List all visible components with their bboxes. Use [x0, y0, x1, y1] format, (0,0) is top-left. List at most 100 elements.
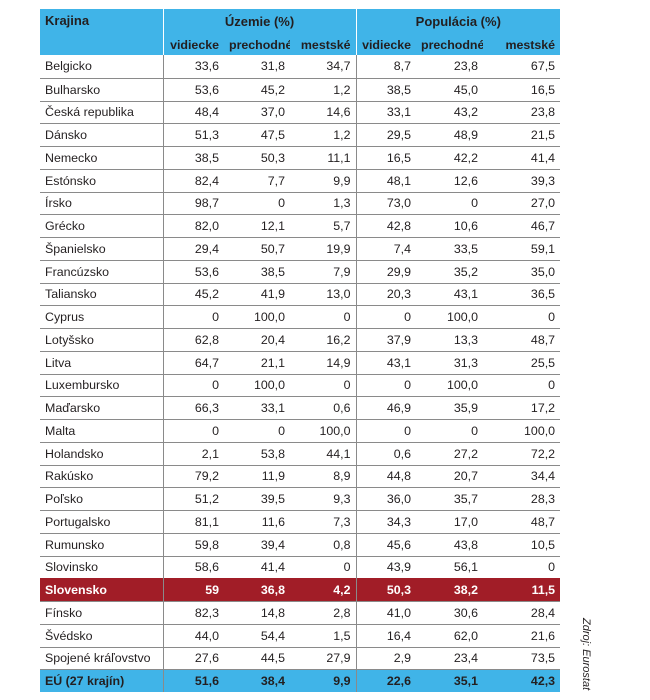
- cell-area-intermediate: 11,6: [224, 510, 290, 534]
- header-area-rural: vidiecke: [162, 34, 224, 55]
- cell-area-rural: 66,3: [162, 396, 224, 420]
- cell-pop-rural: 29,5: [355, 123, 417, 147]
- cell-area-rural: 82,0: [162, 214, 224, 238]
- table-row: Spojené kráľovstvo 27,6 44,5 27,9 2,9 23,4 73,…: [40, 646, 561, 670]
- cell-pop-urban: 48,7: [483, 510, 561, 534]
- cell-country: Bulharsko: [40, 77, 163, 101]
- cell-pop-urban: 21,5: [483, 123, 561, 147]
- cell-pop-urban: 28,3: [483, 487, 561, 511]
- cell-area-intermediate: 50,7: [224, 237, 290, 261]
- cell-area-rural: 27,6: [162, 646, 224, 670]
- cell-pop-intermediate: 43,2: [416, 100, 484, 124]
- cell-area-rural: 98,7: [162, 191, 224, 215]
- cell-country: Luxembursko: [40, 373, 163, 397]
- cell-pop-rural: 36,0: [355, 487, 417, 511]
- cell-pop-urban: 10,5: [483, 532, 561, 556]
- table-row: Portugalsko 81,1 11,6 7,3 34,3 17,0 48,7: [40, 510, 561, 534]
- cell-area-urban: 4,2: [290, 578, 357, 602]
- cell-pop-urban: 0: [483, 555, 561, 579]
- cell-pop-urban: 23,8: [483, 100, 561, 124]
- header-population-rural: vidiecke: [355, 34, 417, 55]
- cell-area-urban: 5,7: [290, 214, 357, 238]
- cell-country: Belgicko: [45, 59, 92, 74]
- cell-pop-urban: 25,5: [483, 350, 561, 374]
- cell-country: Slovinsko: [40, 555, 163, 579]
- cell-pop-intermediate: 30,6: [416, 601, 484, 625]
- table-row: Cyprus 0 100,0 0 0 100,0 0: [40, 305, 561, 329]
- cell-pop-rural: 42,8: [355, 214, 417, 238]
- cell-pop-urban: 46,7: [483, 214, 561, 238]
- cell-area-rural: 62,8: [162, 328, 224, 352]
- cell-area-urban: 100,0: [290, 419, 357, 443]
- cell-pop-intermediate: 17,0: [416, 510, 484, 534]
- cell-country: Taliansko: [40, 282, 163, 306]
- cell-area-intermediate: 53,8: [224, 441, 290, 465]
- cell-area-intermediate: 50,3: [224, 146, 290, 170]
- cell-area-urban: 44,1: [290, 441, 357, 465]
- cell-country: Spojené kráľovstvo: [40, 646, 163, 670]
- cell-area-rural: 45,2: [162, 282, 224, 306]
- cell-pop-intermediate: 0: [416, 191, 484, 215]
- cell-area-urban: 1,3: [290, 191, 357, 215]
- cell-area-intermediate: 14,8: [224, 601, 290, 625]
- cell-area-urban: 11,1: [290, 146, 357, 170]
- cell-area-intermediate: 54,4: [224, 623, 290, 647]
- table-row: Holandsko 2,1 53,8 44,1 0,6 27,2 72,2: [40, 441, 561, 465]
- cell-pop-rural: 0,6: [355, 441, 417, 465]
- cell-area-intermediate: 38,5: [224, 259, 290, 283]
- cell-pop-intermediate: 42,2: [416, 146, 484, 170]
- cell-area-intermediate: 39,5: [224, 487, 290, 511]
- cell-area-intermediate: 44,5: [224, 646, 290, 670]
- cell-area-rural: 58,6: [162, 555, 224, 579]
- cell-area-urban: 8,9: [290, 464, 357, 488]
- cell-pop-rural: 37,9: [355, 328, 417, 352]
- cell-pop-rural: 41,0: [355, 601, 417, 625]
- cell-pop-intermediate: 35,9: [416, 396, 484, 420]
- cell-pop-intermediate: 31,3: [416, 350, 484, 374]
- cell-area-rural: 51,6: [162, 669, 224, 692]
- cell-pop-urban: 39,3: [483, 168, 561, 192]
- table-row: Litva 64,7 21,1 14,9 43,1 31,3 25,5: [40, 350, 561, 374]
- cell-country: EÚ (27 krajín): [40, 669, 163, 692]
- cell-area-intermediate: 45,2: [224, 77, 290, 101]
- header-group-area: Územie (%): [162, 9, 357, 34]
- cell-country: Rakúsko: [40, 464, 163, 488]
- cell-area-urban: 1,2: [290, 123, 357, 147]
- cell-pop-rural: 45,6: [355, 532, 417, 556]
- cell-country: Litva: [40, 350, 163, 374]
- cell-pop-rural: 0: [355, 419, 417, 443]
- cell-pop-intermediate: 43,8: [416, 532, 484, 556]
- table-row: Írsko 98,7 0 1,3 73,0 0 27,0: [40, 191, 561, 215]
- cell-area-rural: 79,2: [162, 464, 224, 488]
- cell-area-urban: 0: [290, 373, 357, 397]
- cell-area-intermediate: 7,7: [224, 168, 290, 192]
- cell-country: Lotyšsko: [40, 328, 163, 352]
- cell-pop-intermediate: 62,0: [416, 623, 484, 647]
- cell-pop-urban: 59,1: [483, 237, 561, 261]
- cell-area-intermediate: 100,0: [224, 305, 290, 329]
- header-country: Krajina: [40, 9, 163, 55]
- cell-area-urban: 7,3: [290, 510, 357, 534]
- cell-area-urban: 14,6: [290, 100, 357, 124]
- cell-pop-rural: 38,5: [355, 77, 417, 101]
- cell-country: Grécko: [40, 214, 163, 238]
- table-row: Bulharsko 53,6 45,2 1,2 38,5 45,0 16,5: [40, 77, 561, 101]
- header-population-urban: mestské: [483, 34, 561, 55]
- cell-pop-rural: 34,3: [355, 510, 417, 534]
- cell-pop-rural: 16,5: [355, 146, 417, 170]
- table-row: Maďarsko 66,3 33,1 0,6 46,9 35,9 17,2: [40, 396, 561, 420]
- cell-country: Nemecko: [40, 146, 163, 170]
- cell-area-urban: 27,9: [290, 646, 357, 670]
- cell-area-rural: 82,4: [162, 168, 224, 192]
- cell-pop-rural: 29,9: [355, 259, 417, 283]
- cell-pop-rural: 20,3: [355, 282, 417, 306]
- cell-pop-intermediate: 23,4: [416, 646, 484, 670]
- cell-pop-intermediate: 35,7: [416, 487, 484, 511]
- cell-area-urban: 9,9: [290, 669, 357, 692]
- cell-pop-intermediate: 12,6: [416, 168, 484, 192]
- table-row: Francúzsko 53,6 38,5 7,9 29,9 35,2 35,0: [40, 259, 561, 283]
- table-row: Grécko 82,0 12,1 5,7 42,8 10,6 46,7: [40, 214, 561, 238]
- cell-country: Španielsko: [40, 237, 163, 261]
- cell-pop-intermediate: 45,0: [416, 77, 484, 101]
- cell-area-rural: 38,5: [162, 146, 224, 170]
